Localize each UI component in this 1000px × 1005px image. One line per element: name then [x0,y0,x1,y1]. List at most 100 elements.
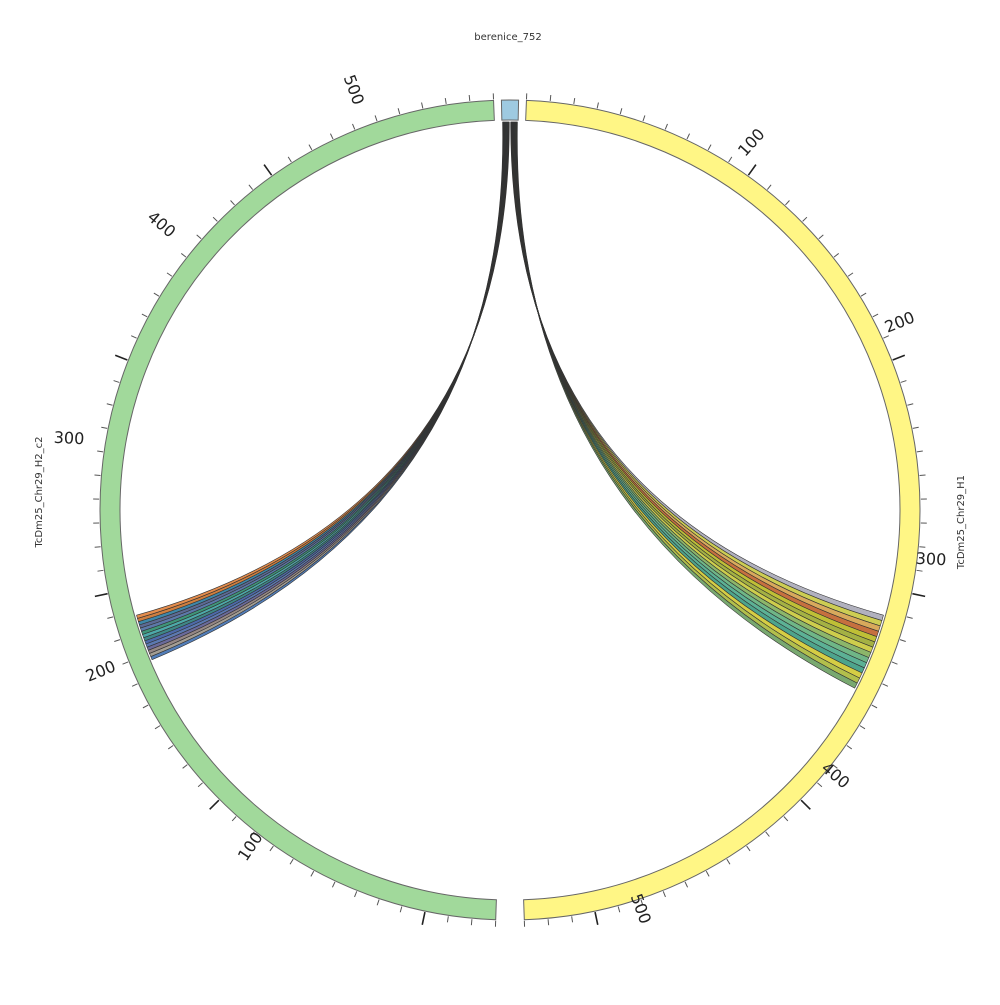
minor-tick-h1 [901,381,907,383]
minor-tick-h1 [784,816,788,820]
minor-tick-h2 [107,404,113,406]
minor-tick-h2 [143,705,148,708]
minor-tick-h1 [860,726,865,729]
minor-tick-h2 [398,108,400,114]
minor-tick-h2 [375,115,377,121]
minor-tick-h1 [907,404,913,406]
major-tick-h2 [115,355,127,360]
link-berenice-h2 [144,122,506,641]
ticks-layer [93,93,927,926]
major-tick-h1 [595,912,598,925]
minor-tick-h1 [882,684,887,687]
tick-label-h2-300: 300 [53,428,84,449]
minor-tick-h2 [142,314,147,317]
minor-tick-h1 [920,475,926,476]
minor-tick-h2 [131,336,136,339]
minor-tick-h2 [167,273,172,276]
segment-h1 [524,100,920,919]
minor-tick-h2 [155,726,160,729]
minor-tick-h1 [766,832,770,837]
minor-tick-h2 [94,475,100,476]
major-tick-h1 [748,165,756,176]
minor-tick-h1 [548,919,549,925]
minor-tick-h1 [729,157,732,162]
major-tick-h2 [422,912,425,925]
tick-label-h1-100: 100 [734,125,769,160]
minor-tick-h2 [132,684,137,687]
minor-tick-h1 [550,95,551,101]
minor-tick-h2 [197,235,202,239]
minor-tick-h2 [353,124,355,130]
tick-label-h2-200: 200 [83,657,118,686]
minor-tick-h2 [98,570,104,571]
minor-tick-h1 [848,273,853,276]
minor-tick-h2 [471,919,472,925]
minor-tick-h2 [288,157,291,162]
minor-tick-h1 [913,427,919,428]
minor-tick-h1 [817,783,821,787]
minor-tick-h1 [900,640,906,642]
minor-tick-h1 [872,705,877,708]
tick-label-h1-200: 200 [882,308,917,337]
minor-tick-h1 [597,102,598,108]
minor-tick-h2 [422,102,423,108]
minor-tick-h1 [643,115,645,121]
minor-tick-h2 [355,891,357,897]
minor-tick-h1 [663,891,665,897]
minor-tick-h2 [232,816,236,820]
minor-tick-h1 [708,145,711,150]
major-tick-h1 [801,800,810,809]
minor-tick-h2 [181,253,186,257]
segments-layer [100,100,920,920]
tick-label-h1-300: 300 [915,549,946,570]
minor-tick-h2 [114,640,120,642]
minor-tick-h1 [819,235,824,239]
segment-label-berenice: berenice_752 [474,32,541,43]
minor-tick-h1 [861,293,866,296]
major-tick-h1 [912,594,925,597]
minor-tick-h1 [665,124,667,130]
link-berenice-h2 [145,122,506,644]
minor-tick-h1 [847,745,852,748]
minor-tick-h1 [727,859,730,864]
minor-tick-h2 [330,134,333,139]
minor-tick-h2 [377,900,379,906]
tick-label-h2-500: 500 [340,72,368,107]
major-tick-h2 [95,594,108,597]
minor-tick-h2 [198,783,202,787]
minor-tick-h2 [114,381,120,383]
minor-tick-h1 [907,617,913,619]
minor-tick-h2 [445,98,446,104]
segment-label-h2: TcDm25_Chr29_H2_c2 [34,437,45,549]
segment-berenice [501,100,518,120]
minor-tick-h2 [290,859,293,864]
major-tick-h2 [264,165,272,176]
minor-tick-h1 [917,451,923,452]
minor-tick-h2 [213,217,217,221]
minor-tick-h1 [767,185,771,190]
minor-tick-h1 [572,916,573,922]
minor-tick-h2 [183,765,188,769]
minor-tick-h2 [97,451,103,452]
segment-label-h1: TcDm25_Chr29_H1 [956,475,967,570]
minor-tick-h2 [447,916,448,922]
minor-tick-h2 [400,907,402,913]
minor-tick-h2 [249,185,253,190]
minor-tick-h1 [687,134,690,139]
minor-tick-h1 [620,108,622,114]
minor-tick-h1 [685,882,688,887]
minor-tick-h1 [574,98,575,104]
link-berenice-h2 [141,122,506,634]
minor-tick-h1 [618,907,620,913]
minor-tick-h2 [168,745,173,748]
minor-tick-h1 [803,217,807,221]
minor-tick-h2 [311,871,314,876]
minor-tick-h2 [95,547,101,548]
minor-tick-h2 [309,145,312,150]
minor-tick-h1 [706,871,709,876]
minor-tick-h1 [917,570,923,571]
minor-tick-h1 [747,846,750,851]
tick-label-h2-400: 400 [144,207,180,241]
